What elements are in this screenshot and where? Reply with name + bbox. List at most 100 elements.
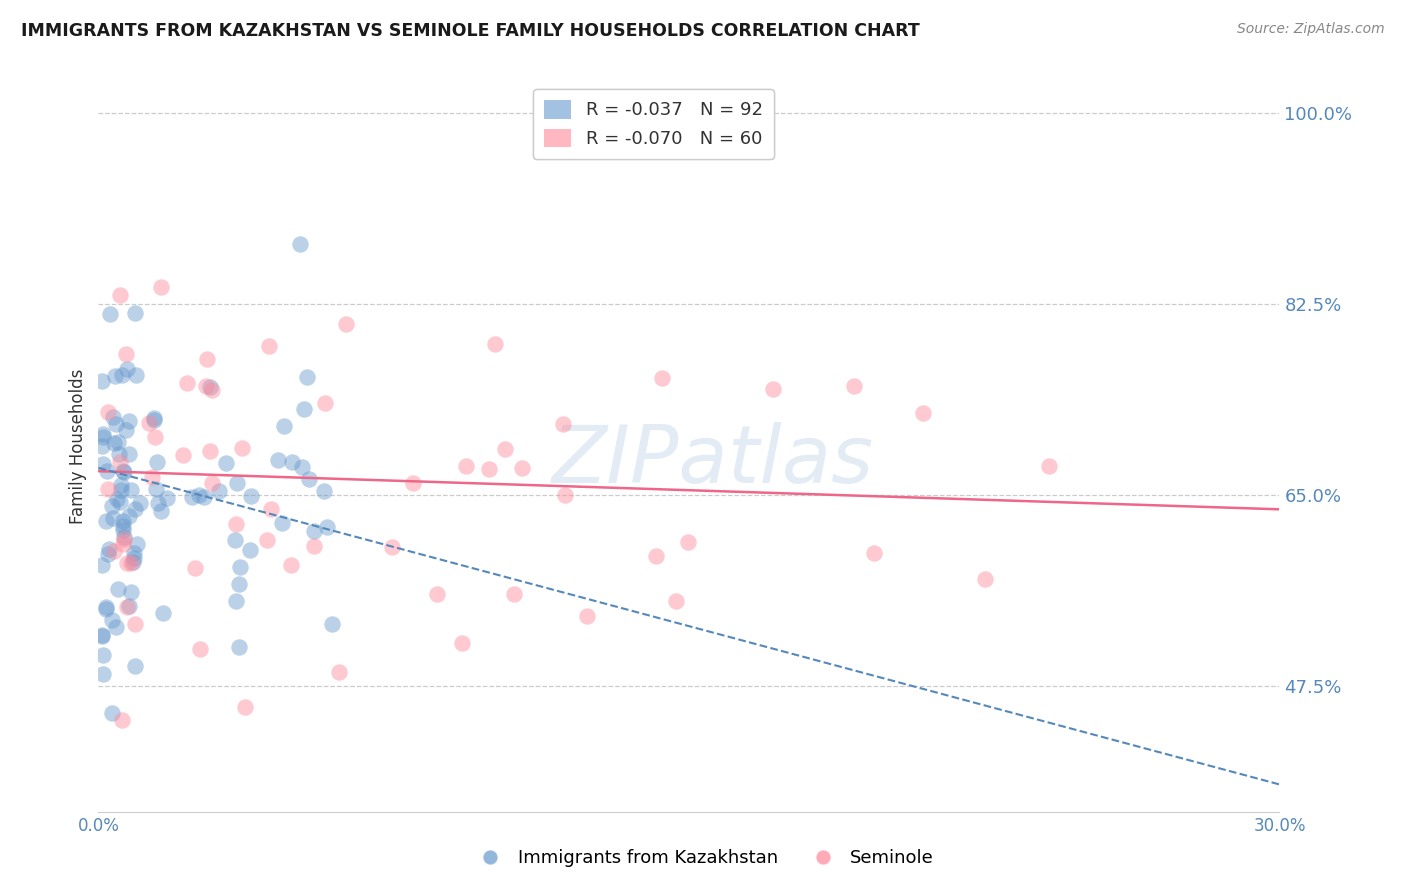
Point: [156, 491, 179, 506]
Point: [143, 412, 166, 426]
Point: [201, 476, 224, 491]
Point: [122, 551, 145, 566]
Point: [146, 495, 169, 509]
Point: [97, 482, 120, 496]
Point: [150, 504, 173, 518]
Point: [117, 361, 139, 376]
Point: [91, 648, 114, 662]
Point: [280, 558, 302, 573]
Point: [103, 409, 125, 424]
Point: [863, 546, 886, 560]
Point: [973, 572, 995, 586]
Point: [101, 500, 124, 514]
Point: [110, 478, 132, 492]
Point: [112, 531, 135, 545]
Point: [502, 587, 524, 601]
Point: [114, 423, 136, 437]
Point: [208, 483, 231, 498]
Point: [554, 488, 576, 502]
Point: [456, 458, 478, 473]
Point: [101, 613, 124, 627]
Point: [494, 442, 516, 457]
Point: [141, 470, 163, 484]
Point: [97, 547, 120, 561]
Point: [257, 338, 280, 352]
Y-axis label: Family Households: Family Households: [69, 368, 87, 524]
Point: [107, 447, 129, 461]
Point: [91, 628, 114, 642]
Point: [110, 483, 132, 497]
Point: [198, 380, 221, 394]
Point: [108, 455, 131, 469]
Point: [228, 640, 250, 655]
Point: [124, 502, 146, 516]
Text: Source: ZipAtlas.com: Source: ZipAtlas.com: [1237, 22, 1385, 37]
Point: [231, 441, 253, 455]
Point: [115, 599, 138, 614]
Point: [91, 439, 114, 453]
Point: [145, 483, 167, 497]
Point: [187, 488, 209, 502]
Point: [110, 495, 132, 509]
Point: [676, 535, 699, 549]
Point: [128, 496, 150, 510]
Point: [94, 515, 117, 529]
Point: [138, 416, 160, 430]
Point: [96, 601, 118, 615]
Point: [226, 476, 249, 491]
Point: [381, 540, 404, 554]
Point: [270, 516, 292, 530]
Point: [111, 537, 134, 551]
Point: [451, 636, 474, 650]
Point: [121, 555, 143, 569]
Point: [98, 306, 121, 320]
Point: [225, 594, 247, 608]
Point: [96, 464, 118, 478]
Point: [281, 455, 304, 469]
Point: [91, 458, 114, 472]
Point: [291, 459, 314, 474]
Point: [111, 368, 134, 383]
Legend: Immigrants from Kazakhstan, Seminole: Immigrants from Kazakhstan, Seminole: [465, 842, 941, 874]
Point: [229, 560, 252, 574]
Point: [239, 489, 262, 503]
Point: [184, 561, 207, 575]
Point: [112, 465, 135, 479]
Point: [112, 519, 135, 533]
Point: [125, 537, 148, 551]
Point: [124, 306, 146, 320]
Point: [193, 490, 215, 504]
Point: [551, 417, 574, 431]
Point: [104, 368, 127, 383]
Point: [124, 545, 146, 559]
Point: [118, 509, 141, 524]
Point: [118, 447, 141, 461]
Point: [150, 280, 173, 294]
Point: [108, 288, 131, 302]
Point: [91, 629, 114, 643]
Point: [188, 642, 211, 657]
Point: [260, 502, 283, 516]
Point: [314, 483, 336, 498]
Point: [120, 557, 142, 571]
Point: [91, 430, 114, 444]
Point: [142, 411, 165, 425]
Point: [111, 523, 134, 537]
Point: [198, 443, 221, 458]
Point: [302, 539, 325, 553]
Point: [228, 577, 250, 591]
Point: [645, 549, 668, 563]
Point: [911, 406, 934, 420]
Point: [98, 542, 121, 557]
Point: [576, 609, 599, 624]
Point: [101, 510, 124, 524]
Legend: R = -0.037   N = 92, R = -0.070   N = 60: R = -0.037 N = 92, R = -0.070 N = 60: [533, 89, 773, 159]
Point: [143, 430, 166, 444]
Point: [91, 374, 114, 388]
Text: ZIPatlas: ZIPatlas: [551, 422, 873, 500]
Point: [118, 414, 141, 428]
Point: [124, 617, 146, 632]
Point: [195, 352, 218, 367]
Point: [115, 347, 138, 361]
Point: [115, 557, 138, 571]
